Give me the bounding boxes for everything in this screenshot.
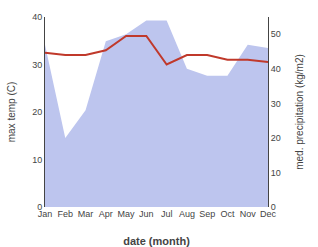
svg-text:0: 0 [271,202,276,212]
svg-text:0: 0 [37,202,42,212]
svg-text:med. precipitation (kg/m2): med. precipitation (kg/m2) [294,54,305,170]
svg-text:Nov: Nov [240,209,257,219]
svg-text:Jul: Jul [161,209,173,219]
svg-text:May: May [118,209,136,219]
svg-text:Jun: Jun [139,209,154,219]
svg-text:Mar: Mar [78,209,94,219]
svg-text:40: 40 [32,12,42,22]
svg-text:30: 30 [271,99,281,109]
svg-text:Oct: Oct [220,209,235,219]
svg-text:Dec: Dec [260,209,277,219]
svg-text:30: 30 [32,60,42,70]
svg-text:Jan: Jan [38,209,53,219]
svg-text:10: 10 [32,155,42,165]
svg-text:20: 20 [271,133,281,143]
svg-text:Aug: Aug [179,209,195,219]
svg-text:date (month): date (month) [123,235,190,247]
svg-text:Sep: Sep [199,209,215,219]
svg-text:20: 20 [32,107,42,117]
svg-text:Feb: Feb [58,209,74,219]
svg-text:50: 50 [271,29,281,39]
svg-text:max temp (C): max temp (C) [6,82,17,143]
svg-text:40: 40 [271,64,281,74]
svg-text:10: 10 [271,168,281,178]
svg-text:Apr: Apr [99,209,113,219]
